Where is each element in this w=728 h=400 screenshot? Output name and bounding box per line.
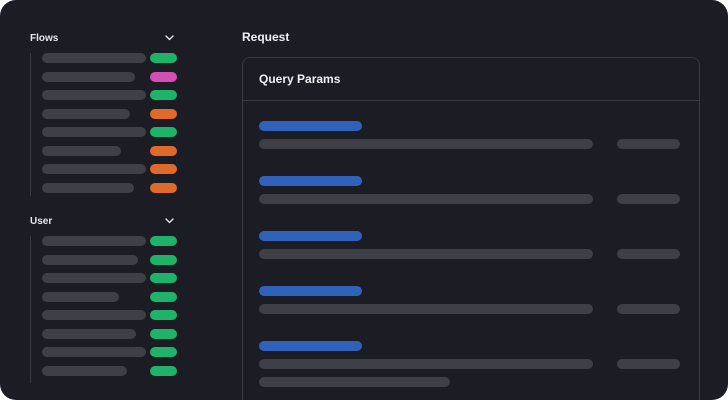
request-item[interactable]	[42, 90, 178, 100]
param-description-placeholder	[259, 377, 450, 387]
param-value-placeholder	[259, 359, 593, 369]
chevron-down-icon[interactable]	[164, 216, 174, 226]
request-item[interactable]	[42, 108, 178, 119]
user-request-list	[30, 236, 178, 383]
param-key-placeholder	[259, 121, 362, 131]
request-name-placeholder	[42, 90, 146, 100]
param-value-placeholder	[259, 139, 593, 149]
request-name-placeholder	[42, 310, 146, 320]
user-tree-line	[30, 236, 31, 383]
method-badge-delete	[150, 71, 177, 82]
request-name-placeholder	[42, 127, 146, 137]
query-param-row[interactable]	[259, 121, 683, 149]
method-badge-get	[150, 53, 177, 63]
request-name-placeholder	[42, 145, 121, 156]
param-key-placeholder	[259, 341, 362, 351]
param-type-placeholder	[617, 249, 680, 259]
method-badge-get	[150, 273, 177, 283]
request-item[interactable]	[42, 273, 178, 283]
flows-section-header[interactable]: Flows	[30, 30, 174, 46]
param-value-placeholder	[259, 194, 593, 204]
request-item[interactable]	[42, 182, 178, 193]
query-params-header: Query Params	[243, 58, 699, 101]
method-badge-get	[150, 236, 177, 246]
request-title: Request	[242, 30, 290, 44]
request-item[interactable]	[42, 365, 178, 376]
request-item[interactable]	[42, 71, 178, 82]
param-key-placeholder	[259, 231, 362, 241]
request-item[interactable]	[42, 53, 178, 63]
query-param-row[interactable]	[259, 286, 683, 314]
request-item[interactable]	[42, 328, 178, 339]
request-name-placeholder	[42, 236, 146, 246]
request-item[interactable]	[42, 291, 178, 302]
method-badge-get	[150, 310, 177, 320]
method-badge-get	[150, 254, 177, 265]
request-name-placeholder	[42, 365, 127, 376]
request-item[interactable]	[42, 145, 178, 156]
request-item[interactable]	[42, 254, 178, 265]
param-value-placeholder	[259, 304, 593, 314]
flows-tree-line	[30, 53, 31, 196]
flows-request-list	[30, 53, 178, 196]
param-key-placeholder	[259, 286, 362, 296]
param-type-placeholder	[617, 304, 680, 314]
chevron-down-icon[interactable]	[164, 33, 174, 43]
user-section-label: User	[30, 215, 53, 227]
request-item[interactable]	[42, 127, 178, 137]
query-param-row[interactable]	[259, 176, 683, 204]
query-param-row[interactable]	[259, 231, 683, 259]
flows-section-label: Flows	[30, 32, 59, 44]
method-badge-get	[150, 328, 177, 339]
request-name-placeholder	[42, 164, 146, 174]
param-type-placeholder	[617, 194, 680, 204]
param-value-placeholder	[259, 249, 593, 259]
method-badge-post	[150, 164, 177, 174]
method-badge-get	[150, 365, 177, 376]
request-name-placeholder	[42, 291, 119, 302]
request-item[interactable]	[42, 310, 178, 320]
method-badge-get	[150, 291, 177, 302]
method-badge-post	[150, 182, 177, 193]
query-params-title: Query Params	[259, 72, 341, 86]
request-item[interactable]	[42, 347, 178, 357]
query-params-panel: Query Params	[242, 57, 700, 400]
request-item[interactable]	[42, 164, 178, 174]
method-badge-get	[150, 347, 177, 357]
request-name-placeholder	[42, 273, 146, 283]
query-param-row[interactable]	[259, 341, 683, 387]
request-name-placeholder	[42, 71, 135, 82]
request-name-placeholder	[42, 328, 136, 339]
request-name-placeholder	[42, 182, 134, 193]
param-key-placeholder	[259, 176, 362, 186]
request-name-placeholder	[42, 108, 130, 119]
param-type-placeholder	[617, 139, 680, 149]
method-badge-get	[150, 127, 177, 137]
method-badge-post	[150, 108, 177, 119]
param-type-placeholder	[617, 359, 680, 369]
request-name-placeholder	[42, 53, 146, 63]
request-name-placeholder	[42, 347, 146, 357]
request-name-placeholder	[42, 254, 138, 265]
method-badge-post	[150, 145, 177, 156]
request-item[interactable]	[42, 236, 178, 246]
method-badge-get	[150, 90, 177, 100]
user-section-header[interactable]: User	[30, 213, 174, 229]
